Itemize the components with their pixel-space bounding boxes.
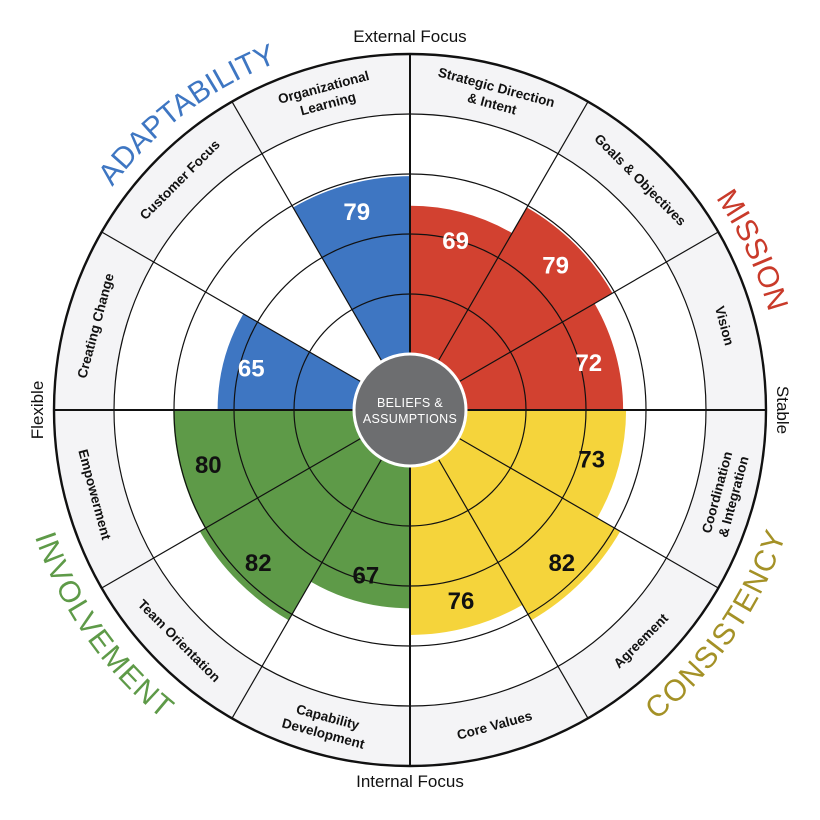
score-value-creating-change: 65 (238, 356, 265, 383)
wheel-grid (52, 52, 768, 768)
wedge-team-orientation (199, 437, 383, 621)
axis-labels: External Focus Internal Focus Flexible S… (28, 27, 792, 791)
segment-spoke (231, 101, 383, 362)
wedge-creating-change (217, 313, 364, 410)
segment-spoke (458, 231, 719, 383)
segment-spoke (101, 437, 362, 589)
segment-spoke (458, 437, 719, 589)
center-label-line2: ASSUMPTIONS (363, 412, 457, 426)
wedge-organizational-learning (293, 176, 410, 364)
center-circle (352, 352, 468, 468)
wedge-core-values (410, 456, 523, 635)
wedge-agreement (437, 437, 621, 621)
wedge-vision (456, 303, 624, 410)
segment-spoke (437, 458, 589, 719)
segment-spoke (437, 101, 589, 362)
center-hub: BELIEFS & ASSUMPTIONS (352, 352, 468, 468)
score-value-capability-development: 67 (353, 563, 380, 590)
segment-spoke (231, 458, 383, 719)
score-value-team-orientation: 82 (245, 550, 272, 577)
score-values: 69 79 72 73 82 76 67 82 80 65 79 (195, 199, 605, 615)
wedge-empowerment (173, 410, 364, 529)
score-value-organizational-learning: 79 (343, 199, 370, 226)
score-value-agreement: 82 (548, 550, 575, 577)
score-value-vision: 72 (575, 350, 602, 377)
axis-label-internal-focus: Internal Focus (356, 772, 464, 791)
score-value-coordination-and-integration: 73 (578, 447, 605, 474)
score-value-core-values: 76 (448, 588, 475, 615)
segment-spoke (101, 231, 362, 383)
wedge-capability-development (310, 456, 410, 609)
score-value-strategic-direction-and-intent: 69 (442, 228, 469, 255)
axis-label-flexible: Flexible (28, 381, 47, 440)
center-label-line1: BELIEFS & (377, 396, 443, 410)
score-value-empowerment: 80 (195, 452, 222, 479)
wedge-goals-and-objectives (437, 207, 613, 383)
axis-label-stable: Stable (773, 386, 792, 434)
wedge-strategic-direction-and-intent (410, 205, 513, 364)
axis-label-external-focus: External Focus (353, 27, 466, 46)
score-value-goals-and-objectives: 79 (542, 252, 569, 279)
